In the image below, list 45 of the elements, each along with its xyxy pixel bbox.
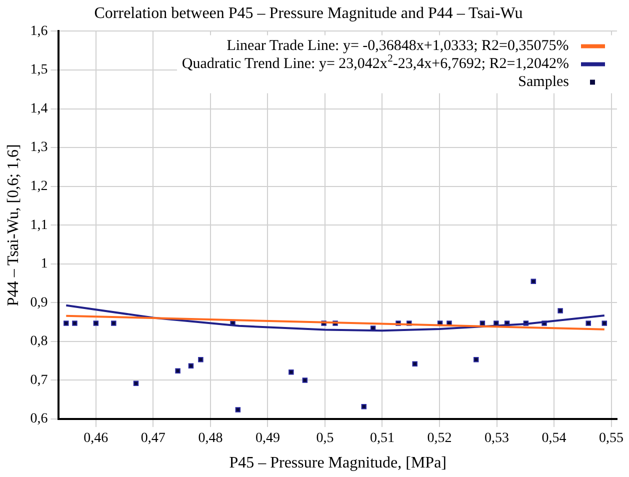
y-tick-label: 0,9 bbox=[30, 295, 48, 310]
y-tick-label: 1 bbox=[40, 256, 48, 272]
point bbox=[302, 378, 308, 383]
x-tick-label: 0,49 bbox=[255, 431, 280, 446]
point bbox=[586, 320, 591, 326]
y-tick-label: 0,8 bbox=[30, 334, 48, 350]
point bbox=[93, 320, 99, 326]
y-tick-label: 0,7 bbox=[30, 372, 48, 388]
y-tick-label: 0,6 bbox=[30, 412, 48, 427]
point bbox=[72, 320, 78, 326]
y-tick-label: 1,4 bbox=[30, 101, 48, 116]
x-tick-label: 0,55 bbox=[599, 431, 624, 446]
point bbox=[111, 320, 116, 326]
y-tick-label: 1,6 bbox=[30, 24, 48, 39]
point bbox=[361, 404, 367, 410]
point bbox=[64, 320, 69, 326]
legend-label: Samples bbox=[518, 74, 570, 90]
x-tick-label: 0,47 bbox=[140, 431, 166, 446]
point bbox=[188, 363, 194, 368]
point bbox=[558, 308, 563, 314]
x-tick-label: 0,52 bbox=[427, 431, 452, 446]
x-tick-label: 0,51 bbox=[370, 431, 394, 446]
x-axis-title: P45 – Pressure Magnitude, [MPa] bbox=[229, 454, 447, 472]
x-tick-label: 0,54 bbox=[542, 431, 566, 446]
chart-title: Correlation between P45 – Pressure Magnitude and P44 – Tsai-Wu bbox=[94, 4, 523, 22]
point bbox=[235, 407, 241, 412]
point bbox=[474, 357, 479, 362]
point bbox=[530, 278, 536, 284]
point bbox=[198, 357, 204, 362]
point bbox=[288, 369, 294, 375]
x-tick-label: 0,46 bbox=[84, 431, 108, 446]
point bbox=[175, 368, 180, 374]
y-tick-label: 1,2 bbox=[30, 178, 48, 194]
legend-label: Linear Trade Line: y= -0,36848x+1,0333; R2=0,35075% bbox=[226, 38, 569, 54]
x-tick-label: 0,5 bbox=[316, 431, 334, 446]
point bbox=[602, 320, 608, 326]
x-tick-label: 0,48 bbox=[198, 431, 223, 446]
y-tick-label: 1,3 bbox=[30, 140, 48, 156]
y-tick-label: 1,5 bbox=[30, 62, 48, 78]
point bbox=[480, 320, 486, 326]
y-axis-title: P44 – Tsai-Wu, [0,6; 1,6] bbox=[4, 144, 22, 306]
x-tick-label: 0,53 bbox=[484, 431, 509, 446]
point bbox=[412, 361, 418, 367]
y-tick-label: 1,1 bbox=[30, 218, 48, 233]
point bbox=[133, 380, 139, 386]
